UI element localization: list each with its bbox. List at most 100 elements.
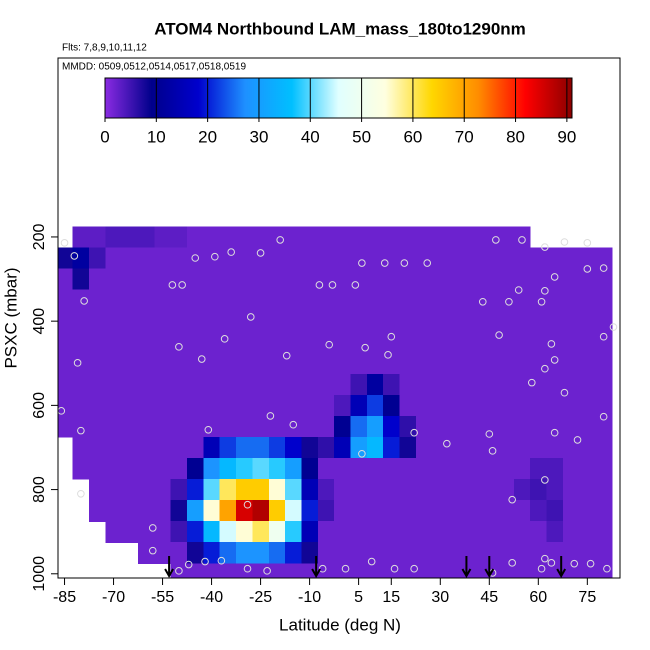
heat-cell (89, 226, 106, 249)
heat-cell (154, 500, 172, 522)
heat-cell (285, 479, 303, 501)
heat-cell (595, 521, 613, 543)
heat-cell (334, 331, 352, 354)
heat-cell (187, 500, 205, 522)
heat-cell (203, 310, 221, 333)
heat-cell (579, 521, 597, 543)
heat-cell (58, 289, 74, 312)
heat-cell (562, 331, 580, 354)
y-tick-label: 800 (31, 476, 48, 503)
heat-cell (58, 268, 74, 291)
heat-cell (481, 394, 499, 417)
heat-cell (236, 310, 254, 333)
heat-cell (203, 500, 221, 522)
heat-cell (334, 268, 352, 291)
heat-cell (415, 458, 433, 480)
heat-cell (268, 500, 286, 522)
heat-cell (383, 373, 401, 396)
heat-cell (481, 289, 499, 312)
heat-cell (334, 226, 352, 249)
heat-cell (448, 289, 466, 312)
heat-cell (562, 458, 580, 480)
heat-cell (268, 373, 286, 396)
heat-cell (350, 352, 368, 375)
flight-arrow-head (311, 568, 321, 579)
heat-cell (546, 521, 564, 543)
heat-cell (546, 500, 564, 522)
heat-cell (399, 563, 417, 578)
heat-cell (546, 436, 564, 459)
heat-cell (334, 521, 352, 543)
heat-cell (252, 289, 270, 312)
heat-cell (154, 394, 172, 417)
heat-cell (138, 247, 155, 270)
observation-point (508, 495, 516, 504)
heat-cell (481, 521, 499, 543)
observation-point (570, 559, 579, 568)
heat-cell (285, 373, 303, 396)
heat-cell (513, 500, 531, 522)
heat-cell (497, 542, 515, 564)
heat-cell (121, 521, 139, 543)
heat-cell (268, 226, 286, 249)
heat-cell (268, 479, 286, 501)
heat-cell (366, 226, 384, 249)
heat-cell (366, 563, 384, 578)
observation-point (380, 259, 389, 267)
heat-cell (187, 247, 205, 270)
heat-cell (334, 500, 352, 522)
heat-cell (187, 542, 205, 564)
observation-point (77, 426, 85, 435)
heat-cell (399, 521, 417, 543)
heat-cell (383, 415, 401, 438)
colorbar-tick-label: 0 (100, 127, 109, 146)
heat-cell (236, 373, 254, 396)
heat-cell (72, 268, 90, 291)
heat-cell (219, 310, 237, 333)
heat-cell (464, 458, 482, 480)
heat-cell (203, 331, 221, 354)
heat-cell (72, 226, 90, 249)
heat-cell (497, 500, 515, 522)
heat-cell (170, 373, 188, 396)
heat-cell (301, 415, 319, 438)
heat-cell (138, 373, 155, 396)
heat-cell (285, 563, 303, 578)
heat-cell (464, 521, 482, 543)
flight-arrow-head (164, 568, 174, 579)
heat-cell (399, 415, 417, 438)
heat-cell (350, 458, 368, 480)
heat-cell (513, 226, 531, 249)
heat-cell (285, 268, 303, 291)
heat-cell (252, 247, 270, 270)
heat-cell (236, 394, 254, 417)
heat-cell (154, 310, 172, 333)
heat-cell (415, 310, 433, 333)
heat-cell (562, 521, 580, 543)
observation-point (518, 236, 526, 244)
heat-cell (170, 415, 188, 438)
heat-cell (252, 542, 270, 564)
observation-point (204, 425, 213, 434)
heat-cell (579, 268, 597, 291)
heat-cell (432, 542, 450, 564)
heat-cell (383, 247, 401, 270)
heat-cell (350, 247, 368, 270)
observation-point (550, 356, 559, 364)
heat-cell (415, 479, 433, 501)
heat-cell (383, 226, 401, 249)
heat-cell (105, 394, 123, 417)
heat-cell (579, 458, 597, 480)
heat-cell (530, 542, 548, 564)
heat-cell (219, 500, 237, 522)
subtitle: Flts: 7,8,9,10,11,12 (62, 43, 147, 54)
observation-point (361, 343, 369, 352)
heat-cell (317, 479, 335, 501)
heat-cell (383, 500, 401, 522)
heat-cell (317, 415, 335, 438)
heat-cell (334, 352, 352, 375)
heat-cell (579, 289, 597, 312)
heat-cell (236, 458, 254, 480)
x-tick-label: -40 (200, 589, 223, 606)
heat-cell (464, 500, 482, 522)
